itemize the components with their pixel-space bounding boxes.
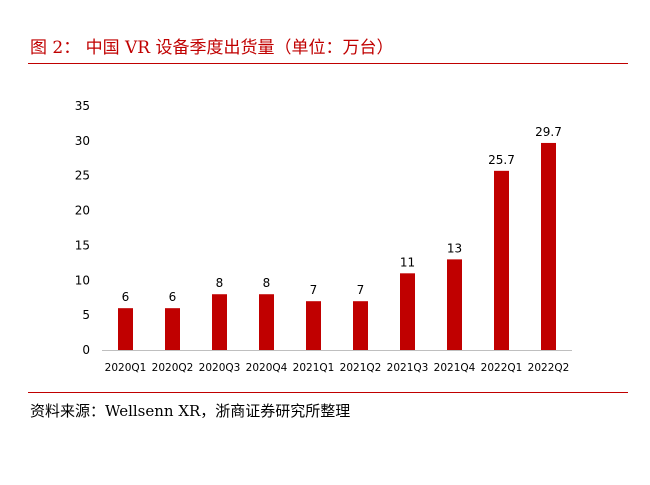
data-label: 8: [216, 276, 224, 290]
x-tick-label: 2022Q2: [528, 362, 570, 374]
y-tick-label: 25: [75, 169, 90, 183]
y-tick-label: 5: [82, 308, 90, 322]
y-tick-label: 15: [75, 238, 90, 252]
y-tick-label: 10: [75, 273, 90, 287]
x-tick-label: 2020Q3: [199, 362, 241, 374]
data-label: 29.7: [535, 125, 562, 139]
figure-title: 图 2： 中国 VR 设备季度出货量（单位：万台）: [30, 38, 394, 58]
bar: [541, 142, 556, 350]
data-label: 6: [122, 290, 130, 304]
bar: [212, 294, 227, 350]
bars-group: 6 6 8 8 7 7 11 13 25.7 29.7: [118, 125, 562, 350]
y-tick-label: 30: [75, 134, 90, 148]
bar: [400, 273, 415, 350]
source-divider: [28, 392, 628, 393]
x-tick-label: 2020Q4: [246, 362, 288, 374]
data-label: 11: [400, 255, 415, 269]
x-tick-label: 2021Q4: [434, 362, 476, 374]
x-tick-label: 2021Q3: [387, 362, 429, 374]
x-tick-label: 2020Q2: [152, 362, 194, 374]
bar: [259, 294, 274, 350]
data-label: 13: [447, 241, 462, 255]
y-tick-label: 35: [75, 99, 90, 113]
bar: [165, 308, 180, 350]
x-tick-label: 2022Q1: [481, 362, 523, 374]
data-label: 7: [357, 283, 365, 297]
bar: [353, 301, 368, 350]
data-label: 25.7: [488, 153, 515, 167]
data-label: 6: [169, 290, 177, 304]
y-tick-label: 0: [82, 343, 90, 357]
data-label: 7: [310, 283, 318, 297]
x-tick-label: 2021Q1: [293, 362, 335, 374]
x-tick-label: 2020Q1: [105, 362, 147, 374]
bar: [118, 308, 133, 350]
y-tick-label: 20: [75, 204, 90, 218]
y-axis: 0 5 10 15 20 25 30 35: [75, 99, 90, 357]
bar: [447, 259, 462, 350]
title-divider: [28, 63, 628, 64]
x-axis: 2020Q1 2020Q2 2020Q3 2020Q4 2021Q1 2021Q2 2021…: [102, 350, 572, 374]
figure-source: 资料来源：Wellsenn XR，浙商证券研究所整理: [30, 402, 351, 420]
bar: [494, 170, 509, 350]
x-tick-label: 2021Q2: [340, 362, 382, 374]
data-label: 8: [263, 276, 271, 290]
bar: [306, 301, 321, 350]
